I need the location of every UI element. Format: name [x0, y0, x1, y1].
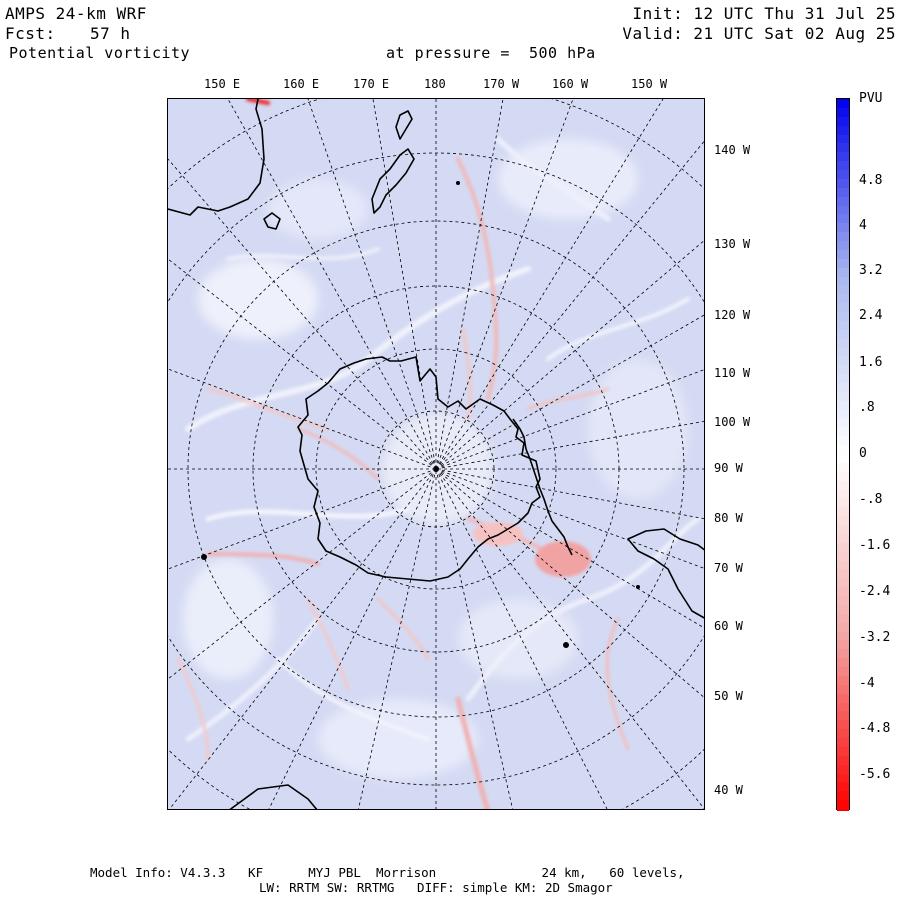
- colorbar-tick-label: 4.8: [859, 173, 883, 188]
- colorbar-tick-label: 4: [859, 218, 867, 233]
- colorbar-tick-label: -5.6: [859, 767, 891, 782]
- lon-label-100w: 100 W: [714, 415, 751, 429]
- small-islands: [201, 181, 640, 648]
- colorbar-tick-label: 1.6: [859, 355, 883, 370]
- lon-label-60w: 60 W: [714, 619, 743, 633]
- map-graphic: [168, 99, 704, 809]
- potential-vorticity-map: [167, 98, 705, 810]
- field-negative-anomalies: [176, 99, 630, 809]
- forecast-label: Fcst:: [5, 24, 56, 43]
- colorbar-tick-label: -.8: [859, 492, 883, 507]
- lon-label-160w: 160 W: [552, 77, 589, 91]
- australia-coast: [168, 99, 265, 216]
- model-title: AMPS 24-km WRF: [5, 4, 147, 23]
- lon-label-150e: 150 E: [204, 77, 241, 91]
- coastlines: [168, 99, 704, 809]
- colorbar-tick-label: .8: [859, 400, 875, 415]
- antarctica-lower-edge: [229, 784, 318, 809]
- new-zealand-north: [395, 110, 413, 140]
- init-time: Init: 12 UTC Thu 31 Jul 25: [632, 4, 896, 23]
- lon-label-70w: 70 W: [714, 561, 743, 575]
- colorbar-tick-label: -4: [859, 676, 875, 691]
- lon-label-170e: 170 E: [353, 77, 390, 91]
- lon-label-150w: 150 W: [631, 77, 668, 91]
- model-info-line2: LW: RRTM SW: RRTMG DIFF: simple KM: 2D S…: [259, 880, 613, 895]
- lon-label-50w: 50 W: [714, 689, 743, 703]
- tasmania: [263, 212, 281, 230]
- lon-label-140w: 140 W: [714, 143, 751, 157]
- lon-label-110w: 110 W: [714, 366, 751, 380]
- lon-label-40w: 40 W: [714, 783, 743, 797]
- south-america-tip: [627, 528, 704, 619]
- lon-label-160e: 160 E: [283, 77, 320, 91]
- lon-label-130w: 130 W: [714, 237, 751, 251]
- pv-colorbar: [836, 98, 850, 811]
- field-name: Potential vorticity: [9, 44, 191, 62]
- new-zealand-south: [371, 148, 415, 214]
- colorbar-tick-label: -2.4: [859, 584, 891, 599]
- graticule: [168, 99, 704, 809]
- colorbar-cell: [837, 800, 849, 811]
- colorbar-tick-label: 0: [859, 446, 867, 461]
- antarctic-peninsula: [512, 418, 573, 556]
- antarctica-coastline: [297, 356, 541, 582]
- model-info-line1: Model Info: V4.3.3 KF MYJ PBL Morrison 2…: [90, 865, 685, 880]
- colorbar-tick-label: -4.8: [859, 721, 891, 736]
- lon-label-180: 180: [424, 77, 446, 91]
- lon-label-80w: 80 W: [714, 511, 743, 525]
- colorbar-tick-label: -1.6: [859, 538, 891, 553]
- pressure-level: at pressure = 500 hPa: [386, 44, 596, 62]
- forecast-hours: 57 h: [90, 24, 131, 43]
- colorbar-tick-label: -3.2: [859, 630, 891, 645]
- colorbar-tick-label: 2.4: [859, 308, 883, 323]
- lon-label-170w: 170 W: [483, 77, 520, 91]
- colorbar-units: PVU: [859, 91, 883, 106]
- colorbar-tick-label: 3.2: [859, 263, 883, 278]
- valid-time: Valid: 21 UTC Sat 02 Aug 25: [622, 24, 896, 43]
- lon-label-90w: 90 W: [714, 461, 743, 475]
- lon-label-120w: 120 W: [714, 308, 751, 322]
